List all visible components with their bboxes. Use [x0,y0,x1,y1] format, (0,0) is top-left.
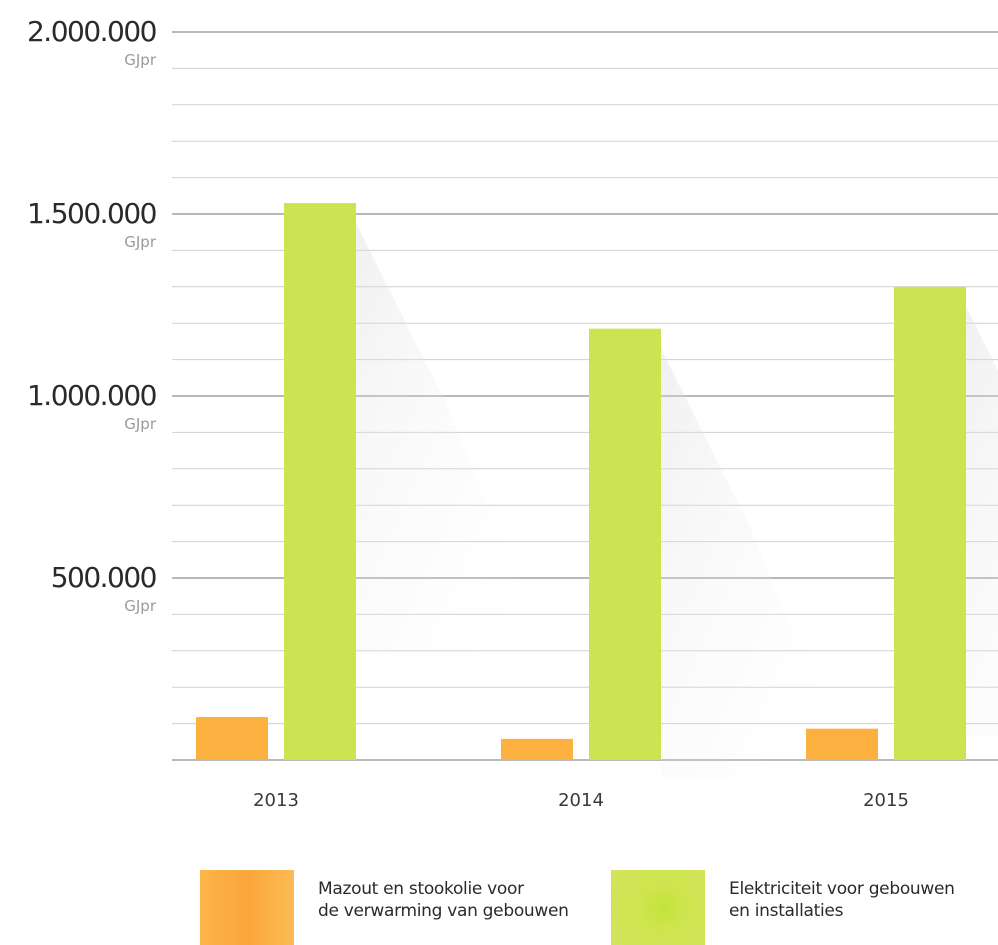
bar-mazout-2014 [501,738,573,760]
legend-item-elektriciteit: Elektriciteit voor gebouwen en installat… [611,870,998,945]
legend-swatch-elektriciteit [611,870,705,945]
y-tick-unit: GJpr [124,51,157,69]
x-tick-label: 2014 [558,790,604,811]
x-tick-label: 2013 [253,790,299,811]
y-tick-label: 500.000 [51,561,156,594]
bar-elektriciteit-2014 [589,328,661,760]
y-tick-label: 1.500.000 [27,197,156,230]
bar-shadow [966,306,998,737]
legend-label-elektriciteit-line1: Elektriciteit voor gebouwen [729,879,955,899]
legend-label-elektriciteit-line2: en installaties [729,901,844,921]
legend-swatch-mazout [200,870,294,945]
y-tick-unit: GJpr [124,597,157,615]
bar-chart: 2.000.000 GJpr 1.500.000 GJpr 1.000.000 GJpr 5… [27,15,998,811]
axis-labels: 2.000.000 GJpr 1.500.000 GJpr 1.000.000 GJpr 5… [27,15,909,811]
legend-item-mazout: Mazout en stookolie voor de verwarming v… [200,870,598,945]
bars [196,203,966,760]
legend-label-mazout-line1: Mazout en stookolie voor [318,879,524,899]
legend-label-mazout: Mazout en stookolie voor de verwarming v… [318,878,598,922]
bar-elektriciteit-2013 [284,203,356,760]
bar-shadow [661,348,851,779]
bar-mazout-2013 [196,717,268,760]
y-tick-unit: GJpr [124,415,157,433]
y-tick-label: 1.000.000 [27,379,156,412]
y-tick-label: 2.000.000 [27,15,156,48]
legend-label-elektriciteit: Elektriciteit voor gebouwen en installat… [729,878,998,922]
bar-mazout-2015 [806,728,878,760]
legend-label-mazout-line2: de verwarming van gebouwen [318,901,569,921]
y-tick-unit: GJpr [124,233,157,251]
bar-shadows [356,223,998,779]
bar-shadow [356,223,546,654]
x-tick-label: 2015 [863,790,909,811]
bar-elektriciteit-2015 [894,286,966,760]
